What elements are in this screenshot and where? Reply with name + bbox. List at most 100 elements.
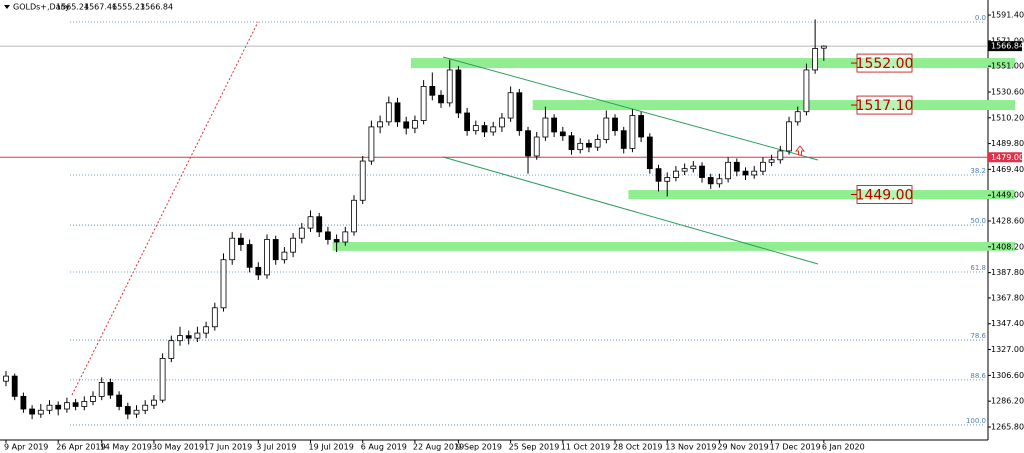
fib-label: 78.6	[970, 332, 986, 340]
candle-body	[812, 48, 819, 71]
zone-label-box	[856, 53, 913, 73]
candle-body	[159, 358, 166, 401]
candle-body	[359, 160, 366, 201]
support-zone	[410, 58, 1015, 69]
candle-body	[742, 170, 749, 176]
candle-body	[90, 395, 96, 402]
candle-body	[707, 177, 714, 185]
fib-label: 100.0	[966, 417, 986, 425]
candle-body	[211, 307, 218, 328]
candle-body	[716, 178, 723, 185]
x-tick-label: 13 Nov 2019	[665, 443, 716, 452]
candle-body	[11, 375, 18, 397]
candle-body	[681, 168, 688, 172]
header-symbol: GOLDs+,Daily	[13, 3, 70, 12]
axes: 1591.40 1571.00 1551.00 1530.60 1510.20 1489.…	[4, 11, 1024, 452]
zones: 1552.00 1517.10 1449.00	[332, 53, 1015, 251]
x-tick-label: 3 Jul 2019	[256, 443, 296, 452]
fib-label: 61.8	[970, 264, 986, 272]
candle-body	[290, 237, 297, 253]
zone-label-box	[856, 95, 913, 115]
candle-body	[690, 165, 697, 170]
candle-body	[551, 117, 558, 133]
candle-body	[464, 112, 471, 132]
candle-body	[72, 402, 79, 407]
candle-body	[455, 69, 462, 114]
candle-body	[646, 136, 653, 170]
y-tick-label: 1428.60	[991, 217, 1024, 226]
price-line-box	[988, 152, 1022, 163]
candle-body	[446, 69, 453, 104]
candle-body	[229, 237, 236, 261]
candle-body	[664, 177, 671, 182]
candle-body	[351, 199, 357, 233]
x-tick-label: 19 Jul 2019	[309, 443, 354, 452]
candle-body	[64, 402, 70, 410]
y-tick-label: 1449.00	[991, 191, 1024, 200]
candle-body	[612, 117, 618, 132]
channel-lower	[442, 156, 819, 265]
fib-trend-line	[71, 21, 259, 396]
candle-body	[481, 125, 488, 133]
x-tick-label: 30 May 2019	[152, 443, 204, 452]
zone-label-box	[856, 185, 913, 204]
candle-body	[733, 161, 740, 172]
y-tick-label: 1551.00	[991, 62, 1024, 71]
y-tick-label: 1367.80	[991, 293, 1024, 302]
y-tick-label: 1469.40	[991, 165, 1024, 174]
x-tick-label: 6 Jan 2020	[822, 443, 865, 452]
candle-body	[98, 382, 105, 397]
candle-body	[559, 131, 566, 137]
candle-body	[194, 332, 201, 339]
candle-body	[438, 94, 444, 104]
candle-body	[316, 216, 323, 233]
x-tick-label: 25 Sep 2019	[509, 443, 560, 452]
candle-body	[307, 216, 314, 229]
candle-body	[751, 170, 758, 176]
y-tick-label: 1408.20	[991, 242, 1024, 251]
candle-body	[516, 92, 523, 132]
candle-body	[246, 244, 253, 268]
candle-body	[107, 382, 114, 396]
y-tick-label: 1306.60	[991, 371, 1024, 380]
candle-body	[507, 92, 514, 119]
y-tick-label: 1286.20	[991, 397, 1024, 406]
candle-body	[203, 326, 210, 334]
candle-body	[725, 161, 732, 180]
candle-body	[629, 115, 636, 149]
candle-body	[794, 111, 801, 123]
candle-body	[394, 102, 401, 123]
candle-body	[385, 102, 392, 123]
y-tick-label: 1530.60	[991, 87, 1024, 96]
y-tick-label: 1591.40	[991, 11, 1024, 20]
candle-body	[499, 117, 505, 128]
x-tick-label: 9 Apr 2019	[4, 443, 48, 452]
candle-body	[603, 117, 610, 140]
header-icon	[4, 5, 10, 9]
candle-body	[699, 165, 705, 178]
candle-body	[655, 168, 662, 182]
support-zone	[628, 190, 1015, 199]
x-tick-label: 26 Apr 2019	[56, 443, 105, 452]
candle-body	[20, 395, 27, 410]
candle-body	[786, 121, 792, 152]
candle-body	[124, 406, 131, 415]
candle-body	[264, 239, 270, 276]
candle-body	[568, 135, 575, 151]
candle-body	[820, 45, 827, 49]
candles	[3, 19, 827, 420]
up-arrow	[794, 145, 806, 156]
candle-body	[342, 231, 349, 243]
candle-body	[368, 126, 375, 162]
candle-body	[3, 375, 9, 382]
x-tick-label: 6 Aug 2019	[361, 443, 407, 452]
candle-body	[594, 139, 601, 148]
header-close: 1566.84	[140, 3, 173, 12]
candle-body	[177, 335, 183, 342]
channel-upper	[442, 56, 819, 161]
y-tick-label: 1571.00	[991, 36, 1024, 45]
candle-body	[185, 335, 192, 339]
candle-body	[133, 409, 140, 415]
